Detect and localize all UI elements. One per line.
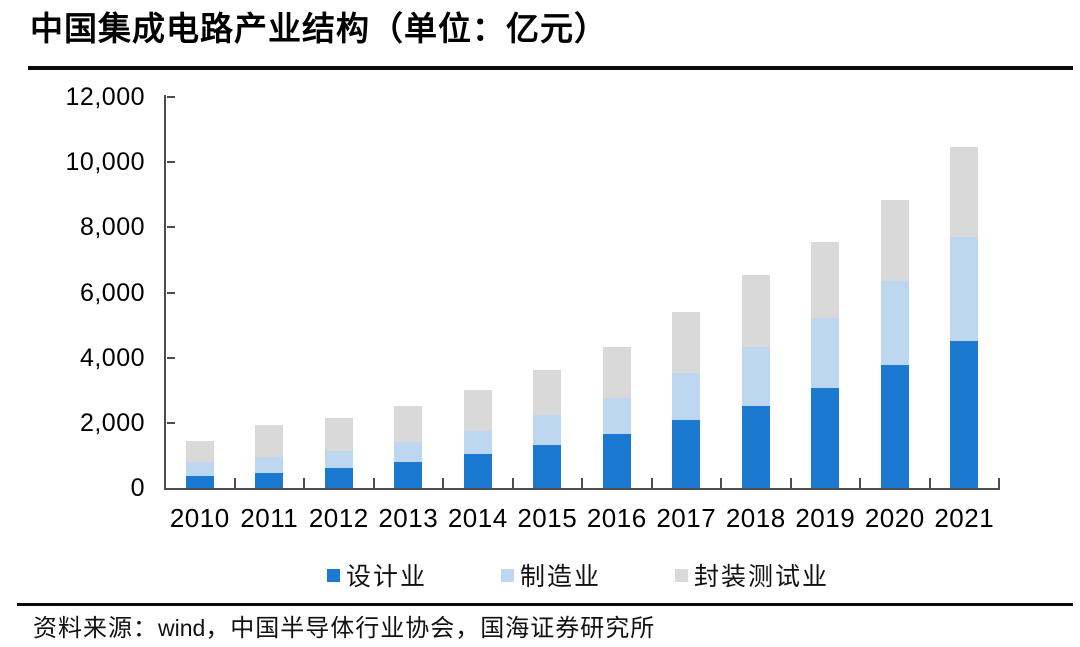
legend-marker-design-icon (327, 568, 340, 582)
x-axis-tick (998, 478, 1000, 488)
bar-segment-2017-design (672, 420, 701, 488)
x-axis-label-2019: 2019 (795, 503, 856, 533)
bar-segment-2012-design (324, 467, 353, 488)
y-axis-label-10000: 10,000 (65, 148, 145, 177)
bar-segment-2016-design (602, 434, 631, 488)
legend-item-packaging_testing: 封装测试业 (675, 557, 829, 593)
y-axis-label-8000: 8,000 (79, 213, 145, 242)
x-axis-label-2020: 2020 (864, 503, 925, 533)
y-axis-label-2000: 2,000 (79, 408, 145, 437)
x-axis-label-2021: 2021 (934, 503, 995, 533)
x-axis-label-2015: 2015 (517, 503, 578, 533)
bar-segment-2020-manufacturing (880, 281, 909, 365)
bar-segment-2011-packaging_testing (255, 424, 284, 457)
x-axis-tick (372, 478, 375, 488)
y-axis-tick (167, 291, 175, 294)
bar-segment-2020-packaging_testing (880, 199, 909, 282)
chart-legend: 设计业 制造业 封装测试业 (327, 557, 829, 593)
x-axis-tick (928, 478, 931, 488)
x-axis-line (164, 488, 1000, 490)
x-axis-tick (650, 478, 653, 488)
bar-segment-2011-manufacturing (255, 456, 284, 473)
y-axis-label-4000: 4,000 (79, 343, 145, 372)
x-axis-label-2014: 2014 (447, 503, 508, 533)
legend-item-manufacturing: 制造业 (501, 557, 601, 593)
bar-segment-2014-packaging_testing (463, 389, 492, 431)
y-axis-tick (167, 421, 175, 424)
x-axis-label-2011: 2011 (240, 503, 299, 533)
bar-segment-2013-packaging_testing (394, 406, 423, 443)
legend-item-design: 设计业 (327, 557, 427, 593)
source-vendor: wind (158, 615, 206, 641)
x-axis-label-2016: 2016 (586, 503, 647, 533)
x-axis-tick (442, 478, 444, 488)
bar-segment-2017-packaging_testing (672, 311, 701, 374)
y-axis-tick (167, 356, 175, 359)
bar-segment-2014-manufacturing (463, 430, 492, 454)
bar-segment-2017-manufacturing (672, 373, 701, 421)
bar-segment-2016-manufacturing (602, 397, 631, 435)
bar-segment-2011-design (255, 472, 284, 488)
x-axis-tick (720, 478, 722, 488)
y-axis-label-0: 0 (130, 474, 145, 502)
bar-segment-2012-manufacturing (324, 451, 353, 468)
x-axis-tick (303, 478, 305, 488)
source-divider (17, 603, 1073, 606)
x-axis-tick (789, 478, 792, 488)
y-axis-label-6000: 6,000 (79, 278, 145, 307)
bar-segment-2021-manufacturing (950, 237, 979, 341)
bar-segment-2020-design (880, 364, 909, 488)
bar-segment-2010-manufacturing (185, 461, 214, 477)
bar-segment-2018-manufacturing (741, 346, 770, 406)
legend-label-packaging_testing: 封装测试业 (694, 564, 830, 591)
ic-industry-stacked-bar-chart: 0 2,000 4,000 6,000 8,000 10,000 12,000 2010 201… (65, 83, 1000, 593)
bar-segment-2019-design (811, 388, 840, 488)
bar-segment-2016-packaging_testing (602, 346, 631, 398)
x-axis-tick (581, 478, 583, 488)
bar-segment-2021-packaging_testing (950, 147, 979, 238)
source-orgs: ，中国半导体行业协会，国海证券研究所 (205, 616, 656, 642)
figure-title: 中国集成电路产业结构（单位：亿元） (30, 10, 608, 47)
bar-segment-2018-design (741, 405, 770, 488)
x-axis-label-2010: 2010 (169, 503, 230, 533)
x-axis-label-2013: 2013 (378, 503, 439, 533)
bar-segment-2012-packaging_testing (324, 417, 353, 452)
bar-segment-2018-packaging_testing (741, 275, 770, 347)
bar-segment-2021-design (950, 340, 979, 488)
y-axis-tick (167, 96, 175, 98)
x-axis-tick (859, 478, 861, 488)
bar-segment-2015-design (533, 444, 562, 488)
bar-segment-2019-manufacturing (811, 318, 840, 389)
bar-segment-2010-design (185, 476, 214, 488)
source-prefix: 资料来源： (33, 616, 158, 642)
source-note: 资料来源：wind，中国半导体行业协会，国海证券研究所 (33, 612, 655, 644)
x-axis-tick (233, 478, 236, 488)
x-axis-label-2017: 2017 (656, 503, 717, 533)
bar-segment-2015-manufacturing (533, 415, 562, 445)
legend-label-manufacturing: 制造业 (520, 564, 602, 591)
x-axis-tick (511, 478, 514, 488)
y-axis-tick (167, 226, 175, 229)
title-divider (28, 66, 1073, 70)
legend-label-design: 设计业 (346, 564, 428, 591)
x-axis-label-2012: 2012 (308, 503, 369, 533)
bar-segment-2010-packaging_testing (185, 441, 214, 462)
y-axis-line (164, 95, 166, 490)
legend-marker-manufacturing-icon (501, 568, 515, 582)
bar-segment-2013-manufacturing (394, 442, 423, 462)
bar-segment-2015-packaging_testing (533, 370, 562, 416)
y-axis-tick (167, 161, 175, 164)
bar-segment-2019-packaging_testing (811, 241, 840, 319)
bar-segment-2014-design (463, 453, 492, 488)
bar-segment-2013-design (394, 461, 423, 488)
y-axis-label-12000: 12,000 (65, 83, 145, 111)
legend-marker-packaging_testing-icon (675, 568, 689, 582)
x-axis-label-2018: 2018 (725, 503, 786, 533)
